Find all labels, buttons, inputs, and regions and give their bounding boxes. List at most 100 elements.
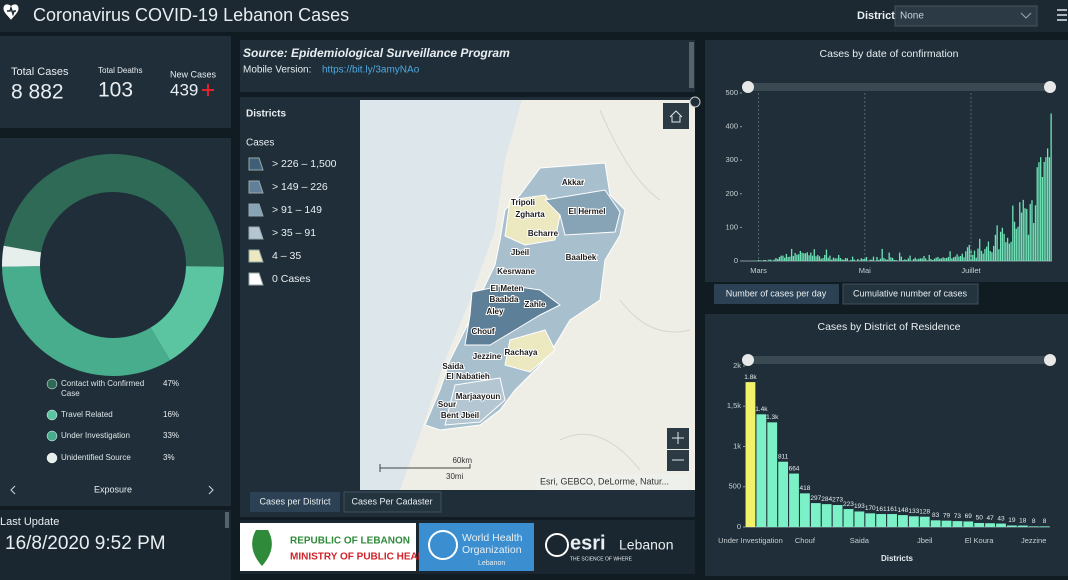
new-cases-value: 439: [170, 80, 198, 99]
bar: [757, 259, 760, 261]
expand-button[interactable]: [689, 96, 701, 108]
bar: [1026, 208, 1028, 261]
bar: [808, 255, 810, 261]
value-label: 73: [954, 513, 962, 520]
scrollbar: [225, 512, 229, 528]
legend-dot: [46, 409, 58, 421]
bar: [1019, 202, 1021, 261]
prev-button[interactable]: [10, 485, 16, 495]
donut-slice: [150, 266, 224, 361]
home-button[interactable]: [663, 103, 689, 129]
terrain: [559, 109, 691, 471]
slider-handle[interactable]: [742, 354, 754, 366]
bar: [941, 520, 952, 527]
slider-handle[interactable]: [1044, 81, 1056, 93]
bar: [1012, 205, 1014, 261]
bar: [998, 249, 1000, 261]
y-tick-label: 2k: [733, 361, 741, 370]
next-button[interactable]: [208, 485, 214, 495]
bar: [926, 260, 929, 261]
legend-dot: [46, 430, 58, 442]
app-title: Coronavirus COVID-19 Lebanon Cases: [33, 5, 349, 25]
value-label: 8: [1043, 518, 1047, 525]
bar: [775, 257, 777, 261]
bar: [810, 252, 812, 261]
bar: [930, 258, 932, 261]
bar: [782, 255, 784, 261]
legend-dot: [46, 452, 58, 464]
zoom-in[interactable]: [667, 428, 689, 449]
bar: [872, 256, 875, 261]
bar: [773, 259, 775, 261]
bar: [759, 260, 761, 261]
legend-label: > 91 – 149: [272, 204, 322, 216]
bar: [944, 257, 946, 261]
bar: [829, 255, 831, 261]
district-hermel: [543, 189, 621, 236]
district-label: Rachaya: [505, 348, 538, 357]
y-tick-label: 200: [725, 189, 738, 198]
bar: [767, 422, 778, 527]
legend-swatch: [248, 226, 264, 240]
bar: [925, 258, 927, 261]
menu-button[interactable]: [1057, 9, 1067, 21]
tab[interactable]: [343, 491, 442, 513]
bar: [1003, 233, 1005, 261]
bar: [778, 461, 789, 527]
bar: [832, 257, 835, 261]
bar: [803, 253, 805, 261]
y-tick-label: 400: [725, 122, 738, 131]
bar: [801, 252, 803, 261]
value-label: 50: [976, 515, 984, 522]
district-label: Marjaayoun: [456, 392, 501, 401]
tab-selected[interactable]: [714, 284, 839, 304]
bar: [952, 521, 963, 527]
bar: [900, 256, 903, 261]
bar: [1041, 177, 1044, 261]
bar: [789, 473, 799, 527]
tab-selected[interactable]: [250, 492, 340, 512]
bar: [954, 256, 956, 261]
bar: [839, 257, 842, 261]
legend-label: 0 Cases: [272, 273, 311, 285]
bar: [907, 258, 909, 261]
zoom-out[interactable]: [667, 450, 689, 471]
legend-swatch: [248, 249, 264, 263]
district-select[interactable]: [894, 5, 1038, 27]
bar: [841, 259, 843, 261]
bar: [844, 257, 847, 261]
y-tick-label: 100: [725, 222, 738, 231]
slider-handle[interactable]: [742, 81, 754, 93]
value-label: 47: [986, 515, 994, 522]
value-label: 161: [887, 506, 898, 513]
bar: [989, 250, 991, 261]
tab[interactable]: [842, 283, 979, 305]
value-label: 223: [843, 501, 854, 508]
bar: [1028, 526, 1039, 527]
bar: [1031, 200, 1033, 261]
y-tick-label: 1,5k: [727, 401, 741, 410]
district-label: Baabda: [490, 295, 519, 304]
mobile-link[interactable]: https://bit.ly/3amyNAo: [322, 65, 420, 76]
bar: [869, 259, 871, 261]
bar: [999, 231, 1002, 261]
bar: [980, 250, 983, 261]
bar: [933, 258, 936, 261]
exposure-selector[interactable]: Exposure: [94, 484, 132, 494]
district-label: Jbeil: [511, 248, 529, 257]
legend-label: > 226 – 1,500: [272, 158, 337, 170]
bar: [846, 258, 849, 261]
bar: [994, 234, 997, 261]
bar: [975, 257, 977, 261]
bar: [850, 259, 852, 261]
bar: [963, 521, 974, 527]
scale-bar: [379, 464, 471, 472]
bar: [865, 256, 868, 261]
bar: [977, 248, 979, 261]
bar: [820, 258, 822, 261]
bar: [768, 259, 770, 261]
bar: [914, 257, 916, 261]
slider-handle[interactable]: [1044, 354, 1056, 366]
